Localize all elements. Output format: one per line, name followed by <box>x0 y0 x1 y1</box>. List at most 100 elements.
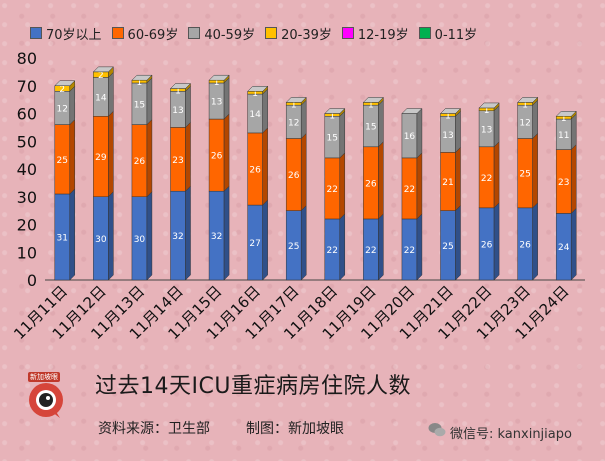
bar-value-label: 1 <box>484 106 490 116</box>
bar-segment-side <box>185 185 191 281</box>
bar-value-label: 25 <box>442 242 453 252</box>
legend-swatch <box>30 27 42 39</box>
bar-value-label: 26 <box>519 240 531 250</box>
bar-value-label: 22 <box>404 185 415 195</box>
bar-value-label: 1 <box>214 78 220 88</box>
bar-value-label: 15 <box>134 100 145 110</box>
bar-segment-side <box>378 213 384 281</box>
chart-title: 过去14天ICU重症病房住院人数 <box>95 374 411 399</box>
bar-value-label: 12 <box>57 104 68 114</box>
bar-segment-side <box>223 113 230 192</box>
bar-top <box>517 97 539 103</box>
wechat-account: 微信号: kanxinjiapo <box>428 422 572 442</box>
legend-item: 70岁以上 <box>30 24 102 43</box>
bar-value-label: 29 <box>95 153 107 163</box>
bar-top <box>208 74 230 81</box>
bar-value-label: 13 <box>172 106 183 116</box>
y-tick-label: 0 <box>27 271 37 290</box>
bar-value-label: 26 <box>365 179 377 189</box>
bar-segment-side <box>339 110 346 159</box>
bar-value-label: 23 <box>172 156 183 166</box>
bar-segment-side <box>493 202 500 281</box>
bar-top <box>131 74 153 81</box>
bar-segment-side <box>493 105 500 148</box>
bar-top <box>478 102 500 109</box>
bar-value-label: 31 <box>57 233 68 243</box>
bar-value-label: 30 <box>95 235 107 245</box>
bar-segment-side <box>378 141 384 220</box>
legend-item: 40-59岁 <box>188 24 255 43</box>
bar-segment-side <box>339 152 346 220</box>
bar-value-label: 11 <box>558 131 569 141</box>
bar-value-label: 25 <box>288 242 299 252</box>
bar-value-label: 1 <box>329 111 335 121</box>
bar-top <box>169 83 192 89</box>
bar-value-label: 32 <box>172 232 183 242</box>
bar-value-label: 15 <box>365 122 376 132</box>
legend-item: 20-39岁 <box>265 24 332 43</box>
bar-segment-side <box>262 127 268 206</box>
bar-segment-side <box>532 202 538 281</box>
bar-segment-side <box>493 141 500 209</box>
bar-top <box>401 108 423 114</box>
bar-value-label: 13 <box>481 125 492 135</box>
bar-value-label: 26 <box>288 171 300 181</box>
bar-top <box>362 97 384 103</box>
bar-segment-side <box>185 121 191 192</box>
bar-segment-side <box>416 107 423 159</box>
y-tick-label: 50 <box>17 132 37 151</box>
bar-value-label: 27 <box>249 239 260 249</box>
bar-segment-side <box>69 85 76 126</box>
bar-segment-side <box>416 213 423 281</box>
bar-value-label: 1 <box>368 100 374 110</box>
bar-segment-side <box>146 191 153 281</box>
bar-segment-side <box>416 152 423 220</box>
brand-logo <box>22 372 72 422</box>
legend-label: 20-39岁 <box>281 27 332 43</box>
bar-segment-side <box>262 88 268 134</box>
legend-swatch <box>111 27 124 39</box>
bar-segment-side <box>69 118 76 195</box>
y-tick-label: 20 <box>17 216 37 235</box>
bar-value-label: 1 <box>137 78 143 88</box>
bar-value-label: 30 <box>134 235 146 245</box>
bar-segment-side <box>455 146 461 212</box>
bar-segment-side <box>108 71 114 117</box>
legend-item: 0-11岁 <box>418 24 478 43</box>
legend-label: 0-11岁 <box>434 27 478 43</box>
legend-label: 12-19岁 <box>357 27 409 43</box>
chart-maker: 制图：新加坡眼 <box>246 421 344 437</box>
bar-segment-side <box>455 110 461 153</box>
bar-segment-side <box>378 99 384 148</box>
bar-top <box>285 97 307 103</box>
bar-segment-side <box>570 143 577 215</box>
bar-value-label: 15 <box>327 134 338 144</box>
bar-value-label: 1 <box>291 100 297 110</box>
bar-value-label: 32 <box>211 232 222 242</box>
bar-value-label: 13 <box>442 131 453 141</box>
bar-segment-side <box>532 99 538 140</box>
y-tick-label: 30 <box>17 188 37 207</box>
bar-value-label: 25 <box>57 156 68 166</box>
bar-segment-side <box>570 113 577 151</box>
bar-top <box>555 111 577 117</box>
bar-segment-side <box>300 205 307 281</box>
legend-swatch <box>265 27 278 39</box>
y-tick-label: 60 <box>17 105 37 124</box>
bar-top <box>439 108 462 114</box>
legend-swatch <box>341 27 354 39</box>
bar-value-label: 24 <box>558 243 570 253</box>
bar-value-label: 1 <box>445 111 451 121</box>
bar-segment-side <box>108 110 114 198</box>
bar-segment-side <box>300 99 307 140</box>
bar-value-label: 14 <box>249 110 261 120</box>
bar-top <box>92 66 114 73</box>
bar-value-label: 22 <box>481 174 492 184</box>
bar-segment-side <box>455 205 461 281</box>
bar-value-label: 1 <box>252 89 258 99</box>
bar-value-label: 26 <box>134 157 146 167</box>
bar-segment-side <box>146 118 153 198</box>
bar-value-label: 22 <box>327 185 338 195</box>
bar-value-label: 22 <box>327 246 338 256</box>
